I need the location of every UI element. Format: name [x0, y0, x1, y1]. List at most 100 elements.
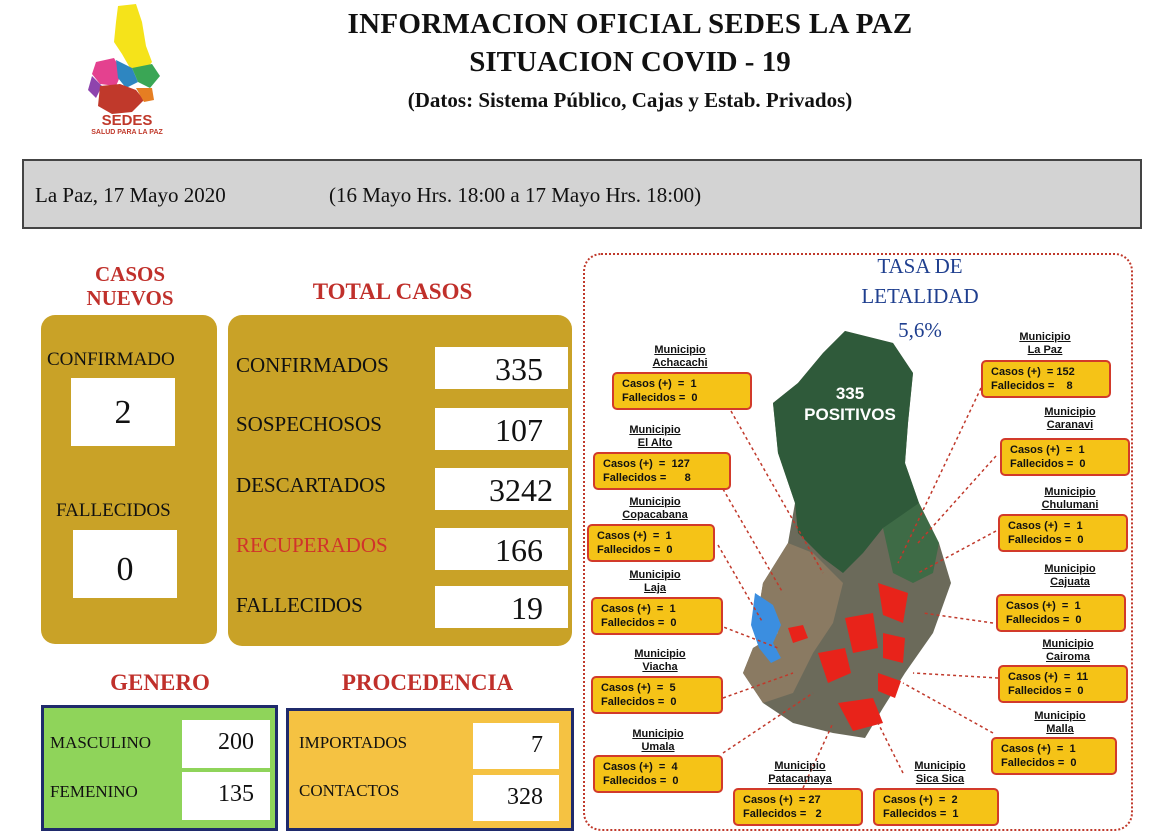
importados-value: 7: [473, 723, 559, 769]
report-date: La Paz, 17 Mayo 2020: [35, 183, 226, 207]
municipio-cajuata-casos: Casos (+) = 1: [1006, 600, 1081, 612]
red-municipality: [883, 633, 905, 663]
contactos-value: 328: [473, 775, 559, 821]
municipio-malla-fallecidos: Fallecidos = 0: [1001, 757, 1077, 769]
municipio-title-text: Municipio Cairoma: [1042, 638, 1094, 663]
municipio-la-paz-box: Casos (+) = 152 Fallecidos = 8: [981, 360, 1111, 398]
municipio-chulumani-title: Municipio Chulumani: [1020, 486, 1120, 512]
municipio-el-alto-fallecidos: Fallecidos = 8: [603, 472, 691, 484]
tasa-letalidad-value: 5,6%: [898, 318, 942, 342]
municipio-patacamaya-title: Municipio Patacamaya: [750, 760, 850, 786]
page-subtitle: SITUACION COVID - 19: [469, 46, 791, 78]
contactos-label: CONTACTOS: [299, 781, 400, 800]
municipio-laja-title: Municipio Laja: [605, 569, 705, 595]
sedes-logo-map-icon: [88, 4, 160, 114]
genero-heading: GENERO: [110, 670, 210, 695]
municipio-viacha-casos: Casos (+) = 5: [601, 682, 676, 694]
municipio-la-paz-title: Municipio La Paz: [995, 331, 1095, 357]
municipio-chulumani-box: Casos (+) = 1 Fallecidos = 0: [998, 514, 1128, 552]
positivos-count: 335: [835, 384, 865, 403]
casos-nuevos-heading: CASOS NUEVOS: [40, 262, 220, 310]
tasa-letalidad-line2: LETALIDAD: [861, 284, 979, 308]
positivos-label: 335 POSITIVOS: [790, 383, 910, 425]
municipio-copacabana-box: Casos (+) = 1 Fallecidos = 0: [587, 524, 715, 562]
municipio-chulumani-casos: Casos (+) = 1: [1008, 520, 1083, 532]
confirmado-label: CONFIRMADO: [47, 349, 175, 370]
municipio-umala-box: Casos (+) = 4 Fallecidos = 0: [593, 755, 723, 793]
altiplano-region: [743, 543, 843, 703]
municipio-el-alto-box: Casos (+) = 127 Fallecidos = 8: [593, 452, 731, 490]
municipio-caranavi-box: Casos (+) = 1 Fallecidos = 0: [1000, 438, 1130, 476]
municipio-title-text: Municipio Chulumani: [1041, 486, 1099, 511]
recuperados-value: 166: [435, 528, 568, 570]
municipio-cajuata-title: Municipio Cajuata: [1020, 563, 1120, 589]
map-panel: [583, 253, 1133, 831]
confirmados-label: CONFIRMADOS: [236, 353, 389, 377]
municipio-umala-title: Municipio Umala: [608, 728, 708, 754]
municipio-cairoma-title: Municipio Cairoma: [1018, 638, 1118, 664]
sospechosos-label: SOSPECHOSOS: [236, 412, 382, 436]
municipio-malla-box: Casos (+) = 1 Fallecidos = 0: [991, 737, 1117, 775]
red-municipality: [818, 648, 851, 683]
municipio-sica-sica-casos: Casos (+) = 2: [883, 794, 958, 806]
logo-tagline: SALUD PARA LA PAZ: [91, 129, 163, 136]
municipio-patacamaya-fallecidos: Fallecidos = 2: [743, 808, 822, 820]
logo-name: SEDES: [101, 112, 153, 129]
municipio-achacachi-casos: Casos (+) = 1: [622, 378, 697, 390]
masculino-label: MASCULINO: [50, 733, 152, 752]
municipio-viacha-fallecidos: Fallecidos = 0: [601, 696, 677, 708]
recuperados-label: RECUPERADOS: [236, 533, 388, 557]
femenino-label: FEMENINO: [50, 782, 138, 801]
municipio-patacamaya-casos: Casos (+) = 27: [743, 794, 821, 806]
municipio-cairoma-box: Casos (+) = 11 Fallecidos = 0: [998, 665, 1128, 703]
municipio-title-text: Municipio Achacachi: [652, 344, 708, 369]
municipio-sica-sica-title: Municipio Sica Sica: [890, 760, 990, 786]
procedencia-heading: PROCEDENCIA: [341, 670, 514, 695]
municipio-cajuata-box: Casos (+) = 1 Fallecidos = 0: [996, 594, 1126, 632]
municipio-achacachi-fallecidos: Fallecidos = 0: [622, 392, 698, 404]
red-municipality: [788, 625, 808, 643]
procedencia-panel: IMPORTADOS 7 CONTACTOS 328: [286, 708, 574, 831]
municipio-caranavi-title: Municipio Caranavi: [1020, 406, 1120, 432]
red-municipality: [845, 613, 878, 653]
municipio-title-text: Municipio El Alto: [629, 424, 681, 449]
municipio-laja-box: Casos (+) = 1 Fallecidos = 0: [591, 597, 723, 635]
municipio-sica-sica-box: Casos (+) = 2 Fallecidos = 1: [873, 788, 999, 826]
fallecidos-total-value: 19: [435, 586, 568, 628]
municipio-la-paz-fallecidos: Fallecidos = 8: [991, 380, 1073, 392]
femenino-value: 135: [182, 772, 270, 820]
municipio-el-alto-title: Municipio El Alto: [610, 424, 700, 450]
confirmados-value: 335: [435, 347, 568, 389]
municipio-viacha-box: Casos (+) = 5 Fallecidos = 0: [591, 676, 723, 714]
positivos-text: POSITIVOS: [804, 405, 896, 424]
la-paz-department-map: [712, 331, 999, 789]
municipio-title-text: Municipio Patacamaya: [768, 760, 832, 785]
municipio-achacachi-box: Casos (+) = 1 Fallecidos = 0: [612, 372, 752, 410]
fallecidos-total-label: FALLECIDOS: [236, 593, 363, 617]
municipio-title-text: Municipio Umala: [632, 728, 684, 753]
logo-text: SEDES SALUD PARA LA PAZ: [84, 113, 170, 137]
municipio-malla-title: Municipio Malla: [1010, 710, 1110, 736]
masculino-value: 200: [182, 720, 270, 768]
leader-lines: [712, 387, 999, 789]
casos-nuevos-heading-line1: CASOS: [94, 262, 166, 286]
municipio-laja-fallecidos: Fallecidos = 0: [601, 617, 677, 629]
genero-panel: MASCULINO 200 FEMENINO 135: [41, 705, 278, 831]
municipio-chulumani-fallecidos: Fallecidos = 0: [1008, 534, 1084, 546]
fallecidos-nuevos-value: 0: [73, 530, 177, 598]
municipio-title-text: Municipio Malla: [1034, 710, 1086, 735]
report-range: (16 Mayo Hrs. 18:00 a 17 Mayo Hrs. 18:00…: [329, 183, 702, 207]
municipio-title-text: Municipio Laja: [629, 569, 681, 594]
municipio-sica-sica-fallecidos: Fallecidos = 1: [883, 808, 959, 820]
red-municipality: [878, 673, 901, 698]
date-bar: La Paz, 17 Mayo 2020 (16 Mayo Hrs. 18:00…: [22, 159, 1142, 229]
casos-nuevos-heading-line2: NUEVOS: [86, 286, 174, 310]
municipio-copacabana-fallecidos: Fallecidos = 0: [597, 544, 673, 556]
tasa-letalidad-line1: TASA DE: [877, 254, 963, 278]
municipio-caranavi-fallecidos: Fallecidos = 0: [1010, 458, 1086, 470]
importados-label: IMPORTADOS: [299, 733, 408, 752]
municipio-title-text: Municipio Copacabana: [622, 496, 688, 521]
municipio-malla-casos: Casos (+) = 1: [1001, 743, 1076, 755]
green-north-region: [773, 331, 919, 573]
red-municipality: [878, 583, 908, 623]
